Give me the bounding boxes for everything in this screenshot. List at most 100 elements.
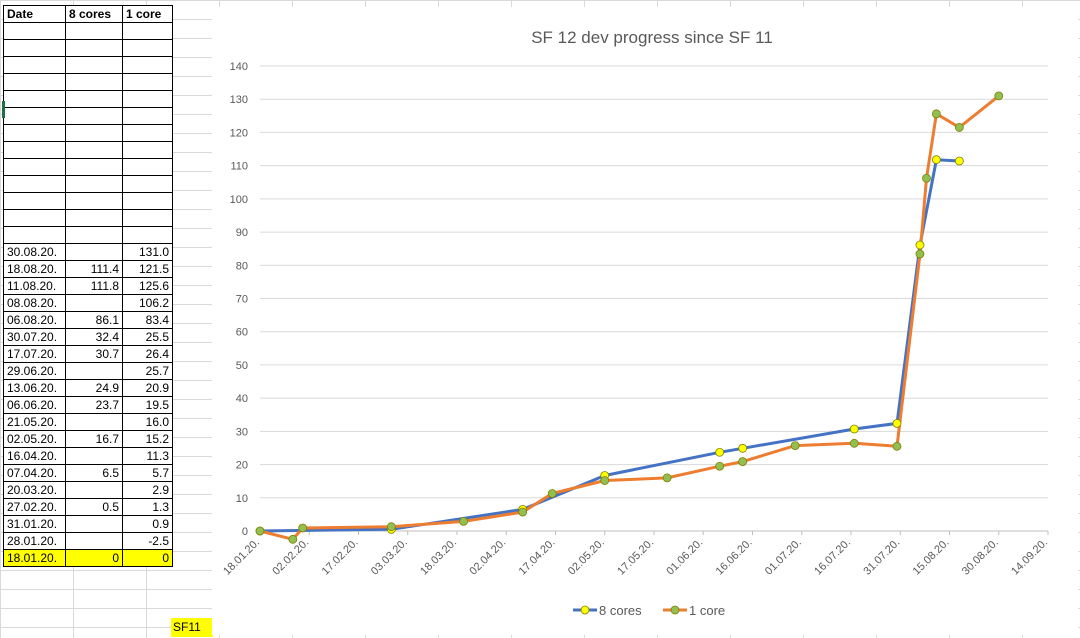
table-cell[interactable]: [122, 226, 173, 244]
table-cell[interactable]: 1.3: [122, 498, 173, 516]
data-point[interactable]: [892, 418, 902, 428]
table-cell[interactable]: [122, 22, 173, 40]
data-point[interactable]: [600, 476, 610, 485]
table-cell[interactable]: 25.7: [122, 362, 173, 380]
table-cell[interactable]: [65, 141, 123, 159]
table-cell[interactable]: [65, 209, 123, 227]
table-cell[interactable]: [65, 175, 123, 193]
table-cell[interactable]: 18.08.20.: [3, 260, 66, 278]
table-cell[interactable]: [3, 39, 66, 57]
table-cell[interactable]: [122, 56, 173, 74]
table-cell[interactable]: 06.08.20.: [3, 311, 66, 329]
data-point[interactable]: [849, 424, 859, 434]
data-point[interactable]: [915, 240, 925, 250]
table-cell[interactable]: 29.06.20.: [3, 362, 66, 380]
data-point[interactable]: [386, 522, 396, 532]
data-point[interactable]: [298, 523, 308, 533]
header-cell[interactable]: 8 cores: [65, 5, 123, 23]
table-cell[interactable]: [122, 90, 173, 108]
table-cell[interactable]: 2.9: [122, 481, 173, 499]
data-point[interactable]: [288, 534, 298, 544]
table-cell[interactable]: [65, 243, 123, 261]
table-cell[interactable]: 30.07.20.: [3, 328, 66, 346]
table-cell[interactable]: 106.2: [122, 294, 173, 312]
data-point[interactable]: [922, 173, 931, 183]
table-cell[interactable]: 11.3: [122, 447, 173, 465]
table-cell[interactable]: 08.08.20.: [3, 294, 66, 312]
table-cell[interactable]: 06.06.20.: [3, 396, 66, 414]
data-point[interactable]: [547, 489, 557, 498]
table-cell[interactable]: 24.9: [65, 379, 123, 397]
table-cell[interactable]: [65, 515, 123, 533]
data-point[interactable]: [892, 441, 902, 451]
table-cell[interactable]: [65, 56, 123, 74]
table-cell[interactable]: 15.2: [122, 430, 173, 448]
table-cell[interactable]: [65, 192, 123, 210]
table-cell[interactable]: 111.8: [65, 277, 123, 295]
table-cell[interactable]: 30.7: [65, 345, 123, 363]
data-point[interactable]: [459, 516, 468, 526]
table-cell[interactable]: 16.0: [122, 413, 173, 431]
table-cell[interactable]: [122, 192, 173, 210]
table-cell[interactable]: 21.05.20.: [3, 413, 66, 431]
data-point[interactable]: [790, 441, 800, 451]
table-cell[interactable]: [3, 175, 66, 193]
table-cell[interactable]: [3, 209, 66, 227]
table-cell[interactable]: [3, 90, 66, 108]
table-cell[interactable]: 07.04.20.: [3, 464, 66, 482]
header-cell[interactable]: 1 core: [122, 5, 173, 23]
table-cell[interactable]: [65, 22, 123, 40]
header-cell[interactable]: Date: [3, 5, 66, 23]
table-cell[interactable]: [65, 532, 123, 550]
table-cell[interactable]: 27.02.20.: [3, 498, 66, 516]
table-cell[interactable]: 5.7: [122, 464, 173, 482]
table-cell[interactable]: 6.5: [65, 464, 123, 482]
data-point[interactable]: [954, 156, 964, 166]
table-cell[interactable]: 26.4: [122, 345, 173, 363]
table-cell[interactable]: 20.9: [122, 379, 173, 397]
table-cell[interactable]: [122, 141, 173, 159]
table-cell[interactable]: 16.04.20.: [3, 447, 66, 465]
table-cell[interactable]: [3, 107, 66, 125]
table-cell[interactable]: 23.7: [65, 396, 123, 414]
data-point[interactable]: [915, 249, 925, 259]
table-cell[interactable]: 25.5: [122, 328, 173, 346]
table-cell[interactable]: [3, 158, 66, 176]
table-cell[interactable]: 13.06.20.: [3, 379, 66, 397]
table-cell[interactable]: [3, 73, 66, 91]
data-point[interactable]: [662, 473, 672, 483]
table-cell[interactable]: [3, 124, 66, 142]
table-cell[interactable]: 111.4: [65, 260, 123, 278]
table-cell[interactable]: [122, 175, 173, 193]
table-cell[interactable]: 19.5: [122, 396, 173, 414]
table-cell[interactable]: 02.05.20.: [3, 430, 66, 448]
table-cell[interactable]: 30.08.20.: [3, 243, 66, 261]
table-cell[interactable]: [65, 107, 123, 125]
table-cell[interactable]: 11.08.20.: [3, 277, 66, 295]
table-cell[interactable]: 31.01.20.: [3, 515, 66, 533]
table-cell[interactable]: [65, 124, 123, 142]
table-cell[interactable]: 86.1: [65, 311, 123, 329]
table-cell[interactable]: [122, 39, 173, 57]
sf11-label[interactable]: SF11: [171, 618, 213, 637]
data-point[interactable]: [255, 526, 265, 536]
table-cell[interactable]: [122, 209, 173, 227]
table-cell[interactable]: 20.03.20.: [3, 481, 66, 499]
table-cell[interactable]: [3, 192, 66, 210]
table-cell[interactable]: [65, 226, 123, 244]
table-cell[interactable]: 28.01.20.: [3, 532, 66, 550]
table-cell[interactable]: -2.5: [122, 532, 173, 550]
table-cell[interactable]: [122, 73, 173, 91]
table-cell[interactable]: [122, 158, 173, 176]
table-cell[interactable]: [65, 90, 123, 108]
table-cell[interactable]: 0.9: [122, 515, 173, 533]
table-cell[interactable]: [65, 413, 123, 431]
data-point[interactable]: [738, 457, 748, 466]
data-point[interactable]: [738, 443, 748, 453]
table-cell[interactable]: 0: [65, 549, 123, 567]
table-cell[interactable]: 32.4: [65, 328, 123, 346]
table-cell[interactable]: [122, 124, 173, 142]
table-cell[interactable]: [3, 22, 66, 40]
table-cell[interactable]: 125.6: [122, 277, 173, 295]
table-cell[interactable]: [122, 107, 173, 125]
